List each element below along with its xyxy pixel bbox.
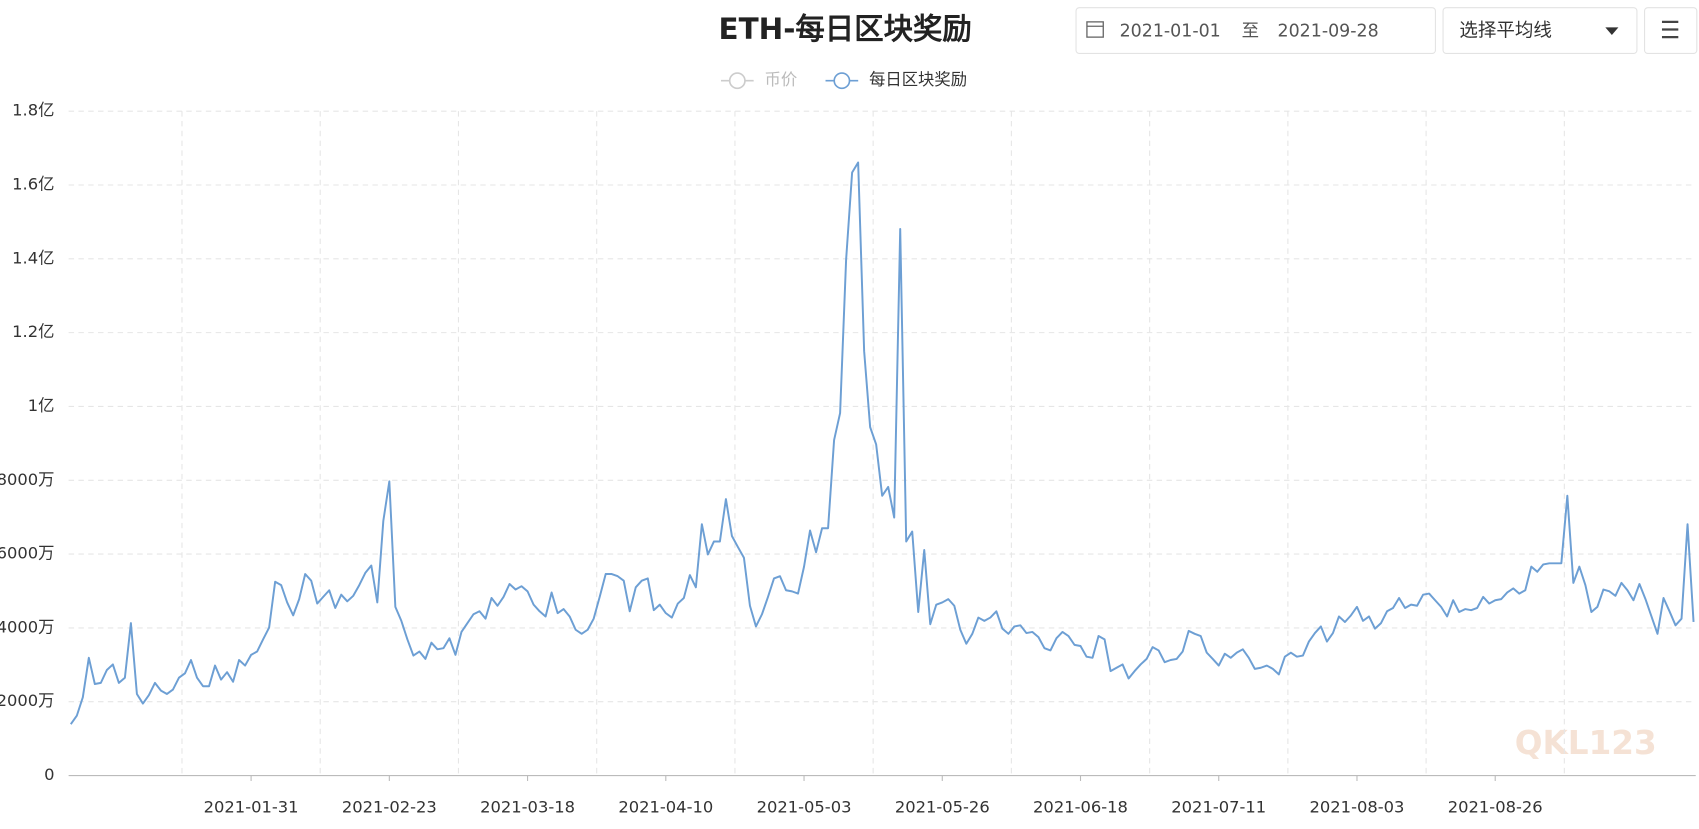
y-tick-label: 1.6亿	[12, 175, 54, 194]
date-separator: 至	[1242, 22, 1259, 42]
y-tick-label: 1.8亿	[12, 101, 54, 120]
y-tick-label: 8000万	[0, 470, 54, 489]
x-tick-label: 2021-05-03	[757, 798, 852, 817]
x-tick-label: 2021-01-31	[204, 798, 299, 817]
date-box[interactable]	[1075, 7, 1436, 55]
legend-label: 币价	[765, 70, 798, 89]
menu-icon	[1661, 20, 1679, 39]
select-box[interactable]	[1442, 7, 1638, 55]
legend-symbol	[728, 72, 746, 90]
y-tick-label: 4000万	[0, 617, 54, 636]
y-tick-label: 6000万	[0, 544, 54, 563]
x-tick-label: 2021-03-18	[480, 798, 575, 817]
watermark: QKL123	[1515, 724, 1657, 762]
y-tick-label: 1.4亿	[12, 248, 54, 267]
x-tick-label: 2021-02-23	[342, 798, 437, 817]
legend-label: 每日区块奖励	[869, 70, 967, 89]
x-tick-label: 2021-08-26	[1448, 798, 1543, 817]
x-tick-label: 2021-04-10	[618, 798, 713, 817]
x-tick-label: 2021-07-11	[1171, 798, 1266, 817]
date-range[interactable]: 2021-01-01 至 2021-09-28	[1075, 7, 1436, 55]
menu-button[interactable]	[1644, 7, 1698, 55]
y-tick-label: 1.2亿	[12, 322, 54, 341]
legend-item[interactable]: 每日区块奖励	[825, 70, 968, 90]
y-tick-label: 1亿	[28, 396, 55, 415]
dropdown-arrow	[1605, 27, 1619, 35]
x-tick-label: 2021-05-26	[895, 798, 990, 817]
x-tick-label: 2021-08-03	[1310, 798, 1405, 817]
calendar-icon	[1086, 21, 1104, 38]
legend-item[interactable]: 币价	[720, 70, 798, 90]
date-from[interactable]: 2021-01-01	[1120, 22, 1221, 42]
chart-title: ETH-每日区块奖励	[719, 12, 972, 46]
legend-symbol	[833, 72, 851, 90]
select-label[interactable]: 选择平均线	[1459, 21, 1552, 42]
y-tick-label: 2000万	[0, 691, 54, 710]
data-line	[69, 161, 1695, 725]
date-to[interactable]: 2021-09-28	[1278, 22, 1379, 42]
y-tick-label: 0	[44, 765, 54, 784]
average-select[interactable]: 选择平均线	[1442, 7, 1638, 55]
x-tick-label: 2021-06-18	[1033, 798, 1128, 817]
